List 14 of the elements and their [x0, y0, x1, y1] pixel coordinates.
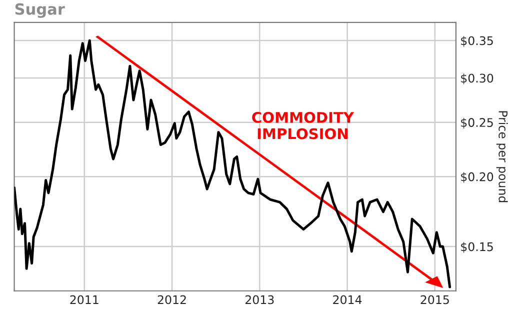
y-tick-label: $0.35 — [461, 36, 493, 47]
y-tick-label: $0.20 — [461, 172, 494, 183]
y-tick-label: $0.30 — [461, 73, 494, 84]
y-tick-label: $0.25 — [461, 118, 493, 129]
y-tick-label: $0.15 — [461, 242, 493, 253]
line-series — [14, 39, 452, 288]
x-tick-label: 2014 — [333, 295, 362, 304]
annotation: COMMODITY IMPLOSION — [252, 112, 354, 140]
x-tick-label: 2011 — [70, 295, 98, 304]
x-tick-label: 2015 — [420, 295, 449, 304]
y-axis-title: Price per pound — [496, 111, 508, 202]
x-tick-label: 2013 — [245, 295, 274, 304]
x-tick-label: 2012 — [158, 295, 186, 304]
chart-title: Sugar — [15, 3, 65, 18]
